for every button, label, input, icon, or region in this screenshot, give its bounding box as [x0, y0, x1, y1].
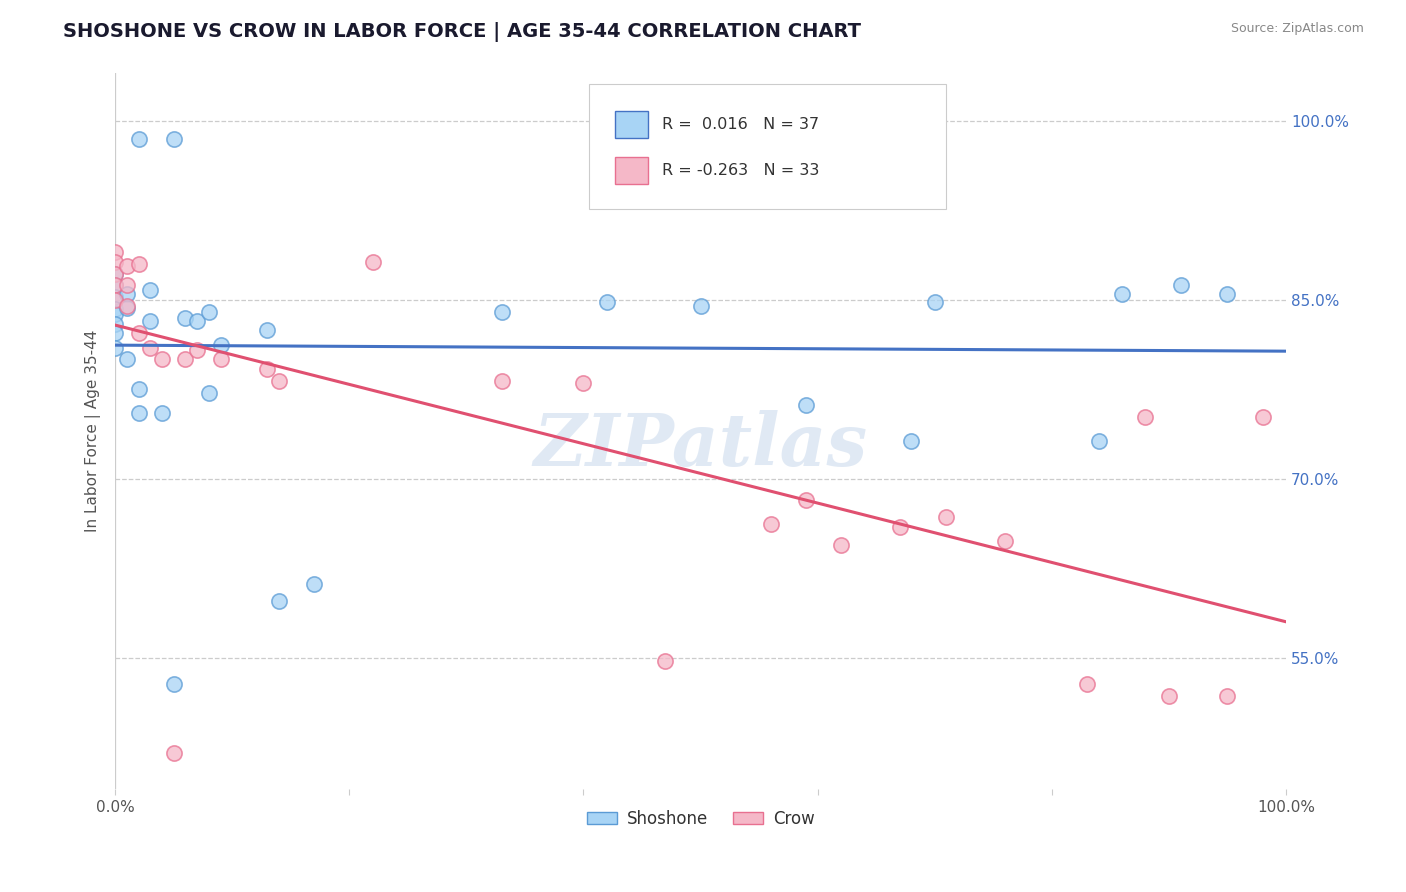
Point: [186, 314, 208, 328]
Point: [256, 323, 278, 337]
Point: [572, 376, 595, 391]
Point: [115, 299, 138, 313]
FancyBboxPatch shape: [614, 111, 648, 137]
Point: [1157, 689, 1180, 703]
Point: [994, 533, 1017, 548]
Point: [1216, 286, 1239, 301]
Point: [104, 341, 127, 355]
Point: [104, 317, 127, 331]
Point: [150, 352, 173, 367]
Point: [115, 286, 138, 301]
Point: [794, 398, 817, 412]
Point: [139, 341, 162, 355]
Point: [491, 304, 513, 318]
Point: [163, 747, 186, 761]
Point: [1111, 286, 1133, 301]
FancyBboxPatch shape: [614, 157, 648, 185]
Point: [104, 307, 127, 321]
Point: [104, 290, 127, 304]
Point: [104, 278, 127, 293]
Point: [115, 352, 138, 367]
Point: [174, 310, 197, 325]
Point: [794, 493, 817, 508]
Legend: Shoshone, Crow: Shoshone, Crow: [579, 804, 821, 835]
Point: [1170, 278, 1192, 293]
Point: [759, 517, 782, 532]
Point: [128, 382, 150, 396]
Point: [935, 510, 957, 524]
Y-axis label: In Labor Force | Age 35-44: In Labor Force | Age 35-44: [86, 330, 101, 533]
Text: Source: ZipAtlas.com: Source: ZipAtlas.com: [1230, 22, 1364, 36]
Text: ZIPatlas: ZIPatlas: [533, 410, 868, 481]
Point: [596, 295, 619, 310]
Point: [163, 131, 186, 145]
Point: [491, 374, 513, 388]
Text: R =  0.016   N = 37: R = 0.016 N = 37: [662, 117, 820, 132]
Point: [302, 577, 325, 591]
Point: [104, 245, 127, 260]
Point: [139, 283, 162, 297]
Point: [104, 267, 127, 281]
Point: [830, 537, 852, 551]
Point: [104, 293, 127, 307]
Point: [104, 326, 127, 341]
Point: [150, 406, 173, 420]
Point: [115, 301, 138, 315]
Point: [128, 131, 150, 145]
Point: [1087, 434, 1109, 448]
Point: [104, 278, 127, 293]
Point: [900, 434, 922, 448]
Point: [104, 267, 127, 281]
Point: [139, 314, 162, 328]
Point: [104, 254, 127, 268]
Text: R = -0.263   N = 33: R = -0.263 N = 33: [662, 163, 820, 178]
Point: [1251, 409, 1274, 424]
Point: [256, 362, 278, 376]
Point: [128, 326, 150, 341]
Point: [128, 406, 150, 420]
Point: [209, 338, 232, 352]
Point: [1135, 409, 1157, 424]
Point: [174, 352, 197, 367]
Point: [269, 593, 291, 607]
Point: [1076, 677, 1098, 691]
Point: [198, 304, 221, 318]
Point: [163, 677, 186, 691]
Point: [654, 655, 676, 669]
Point: [1216, 689, 1239, 703]
Point: [689, 299, 711, 313]
Point: [104, 302, 127, 317]
Point: [209, 352, 232, 367]
Point: [198, 385, 221, 400]
Text: SHOSHONE VS CROW IN LABOR FORCE | AGE 35-44 CORRELATION CHART: SHOSHONE VS CROW IN LABOR FORCE | AGE 35…: [63, 22, 862, 42]
FancyBboxPatch shape: [589, 84, 946, 209]
Point: [269, 374, 291, 388]
Point: [115, 260, 138, 274]
Point: [128, 257, 150, 271]
Point: [924, 295, 946, 310]
Point: [186, 343, 208, 357]
Point: [361, 254, 384, 268]
Point: [889, 519, 911, 533]
Point: [115, 278, 138, 293]
